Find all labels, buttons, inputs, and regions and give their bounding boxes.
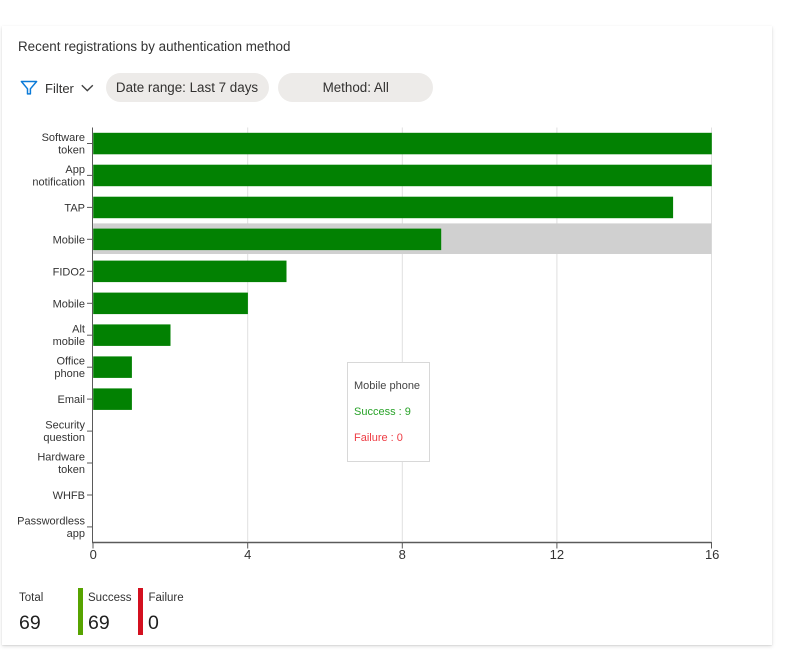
svg-text:Hardware: Hardware [37, 451, 85, 463]
svg-text:notification: notification [32, 176, 85, 188]
svg-text:Passwordless: Passwordless [17, 515, 85, 527]
svg-text:Software: Software [42, 132, 85, 144]
svg-text:token: token [58, 145, 85, 157]
svg-text:Alt: Alt [72, 324, 85, 336]
svg-text:8: 8 [399, 547, 406, 562]
svg-text:TAP: TAP [64, 203, 85, 215]
svg-text:0: 0 [90, 547, 97, 562]
svg-text:token: token [58, 464, 85, 476]
svg-text:question: question [43, 432, 85, 444]
svg-text:FIDO2: FIDO2 [53, 266, 85, 278]
svg-text:Office: Office [56, 356, 85, 368]
svg-text:mobile: mobile [53, 336, 85, 348]
svg-text:Security: Security [45, 420, 85, 432]
svg-text:Mobile: Mobile [53, 298, 85, 310]
svg-text:Mobile: Mobile [53, 234, 85, 246]
svg-text:4: 4 [244, 547, 251, 562]
svg-text:app: app [67, 528, 85, 540]
svg-text:Email: Email [57, 394, 85, 406]
svg-text:12: 12 [550, 547, 564, 562]
svg-text:WHFB: WHFB [53, 490, 85, 502]
svg-text:phone: phone [54, 368, 85, 380]
svg-text:16: 16 [705, 547, 719, 562]
svg-text:App: App [65, 164, 85, 176]
